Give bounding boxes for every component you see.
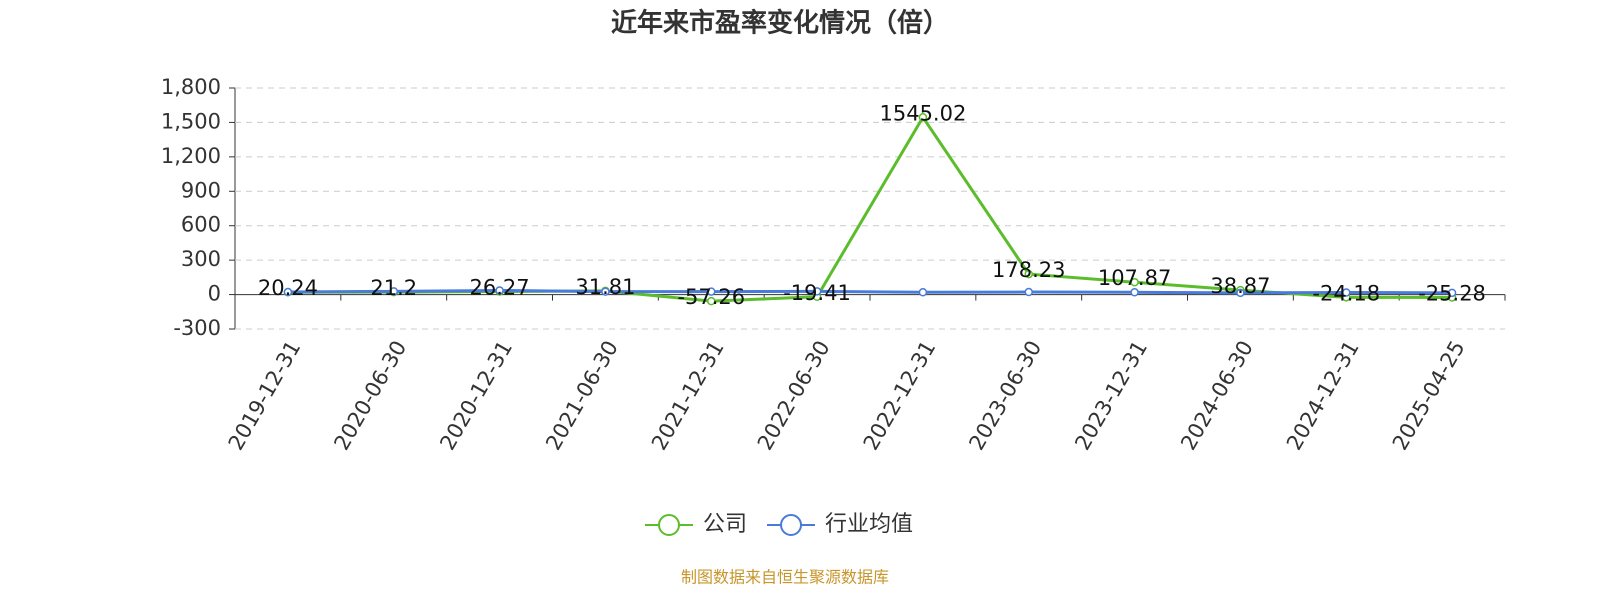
x-tick-label: 2025-04-25 bbox=[1388, 337, 1470, 455]
data-label: -24.18 bbox=[1312, 281, 1380, 305]
point bbox=[1130, 277, 1139, 287]
point bbox=[1236, 288, 1245, 298]
data-label: 178.23 bbox=[992, 258, 1065, 282]
point bbox=[1130, 288, 1139, 297]
x-tick-label: 2022-12-31 bbox=[859, 337, 941, 455]
legend-marker bbox=[658, 514, 680, 536]
x-tick-label: 2021-12-31 bbox=[647, 337, 729, 455]
y-tick-label: 900 bbox=[181, 178, 221, 202]
data-label: 31.81 bbox=[575, 275, 635, 299]
legend-label: 公司 bbox=[703, 512, 747, 537]
data-label: 26.27 bbox=[470, 276, 530, 300]
x-tick-label: 2024-06-30 bbox=[1176, 337, 1258, 455]
x-tick-label: 2022-06-30 bbox=[753, 337, 835, 455]
series-line bbox=[287, 288, 1453, 295]
data-label: 21.2 bbox=[370, 276, 417, 300]
y-tick-label: -300 bbox=[173, 316, 221, 340]
data-label: -25.28 bbox=[1418, 281, 1486, 305]
data-label: -57.26 bbox=[677, 285, 745, 309]
point bbox=[283, 287, 293, 297]
point bbox=[1024, 269, 1033, 279]
source-note: 制图数据来自恒生聚源数据库 bbox=[681, 568, 889, 587]
x-tick-label: 2021-06-30 bbox=[541, 337, 623, 455]
point bbox=[918, 113, 928, 122]
point bbox=[918, 288, 928, 297]
point bbox=[1024, 287, 1033, 297]
point bbox=[1342, 288, 1351, 297]
legend-label: 行业均值 bbox=[825, 512, 913, 537]
x-tick-label: 2020-12-31 bbox=[435, 337, 517, 455]
x-tick-label: 2023-06-30 bbox=[964, 337, 1046, 455]
point bbox=[707, 287, 716, 296]
data-label: 1545.02 bbox=[879, 101, 966, 125]
point bbox=[707, 296, 716, 306]
data-label: -19.41 bbox=[783, 281, 851, 305]
x-tick-label: 2020-06-30 bbox=[329, 337, 411, 455]
point bbox=[601, 287, 610, 296]
x-tick-label: 2019-12-31 bbox=[224, 337, 306, 455]
point bbox=[389, 287, 398, 296]
x-tick-label: 2023-12-31 bbox=[1070, 337, 1152, 455]
data-label: 20.24 bbox=[258, 276, 318, 300]
y-tick-label: 600 bbox=[181, 213, 221, 237]
y-tick-label: 1,200 bbox=[161, 144, 221, 168]
data-label: 107.87 bbox=[1098, 266, 1171, 290]
y-tick-label: 1,800 bbox=[161, 75, 221, 99]
y-tick-label: 300 bbox=[181, 247, 221, 271]
series-line bbox=[287, 114, 1453, 303]
point bbox=[812, 287, 822, 296]
x-tick-label: 2024-12-31 bbox=[1282, 337, 1364, 455]
data-label: 38.87 bbox=[1210, 274, 1270, 298]
point bbox=[1447, 288, 1457, 298]
chart-title: 近年来市盈率变化情况（倍） bbox=[611, 8, 949, 39]
legend-marker bbox=[780, 514, 803, 536]
point bbox=[495, 286, 504, 295]
y-tick-label: 0 bbox=[208, 282, 221, 306]
y-tick-label: 1,500 bbox=[161, 109, 221, 133]
